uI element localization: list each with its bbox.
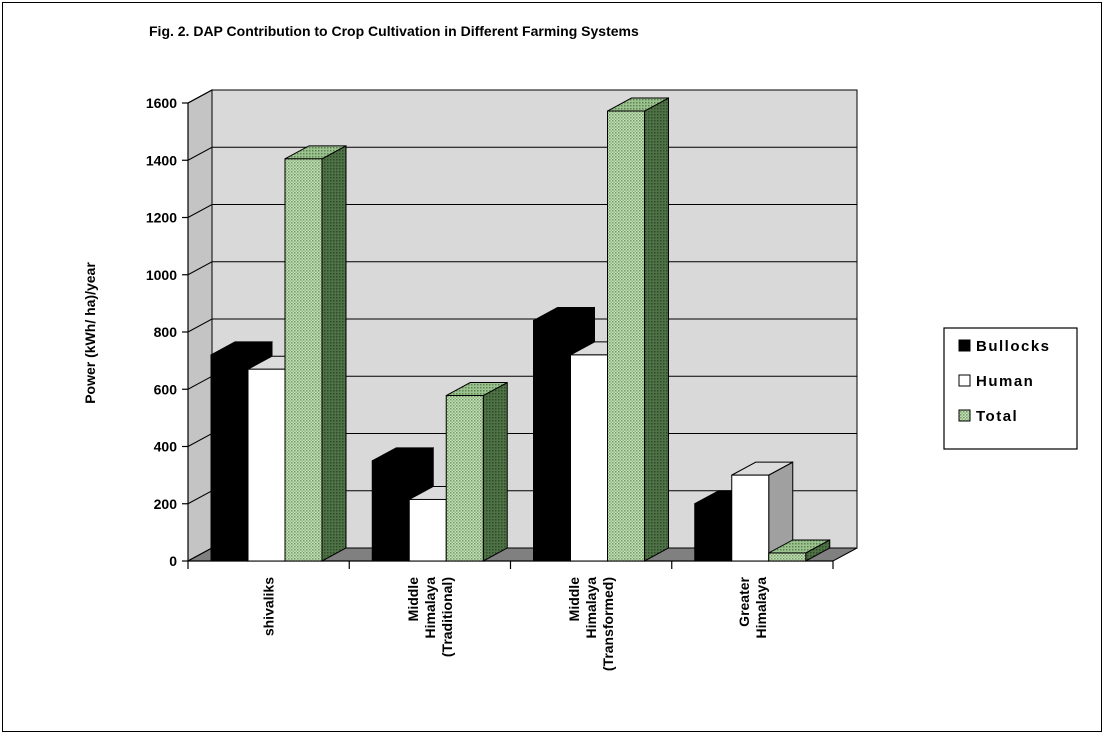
bar-front <box>248 369 285 561</box>
x-tick-label-line: Middle <box>566 577 582 622</box>
bar-front <box>608 111 645 561</box>
bar-front <box>446 396 483 561</box>
y-tick-label: 0 <box>169 553 177 569</box>
bar-front <box>409 499 446 561</box>
y-axis: 0 200 400 600 800 1000 1200 1400 1600 <box>146 95 188 569</box>
y-axis-label: Power (kWh/ ha)/year <box>82 262 98 404</box>
y-tick-label: 800 <box>154 324 178 340</box>
y-tick-label: 1000 <box>146 267 177 283</box>
x-tick-label: shivaliks <box>261 577 277 636</box>
x-axis: shivaliks MiddleHimalaya(Traditional) Midd… <box>188 561 833 671</box>
legend-swatch <box>959 340 970 351</box>
x-tick-label-line: Himalaya <box>583 577 599 639</box>
chart-title: Fig. 2. DAP Contribution to Crop Cultiva… <box>149 23 639 39</box>
bar-total <box>608 98 669 561</box>
bar-front <box>372 461 409 561</box>
bar-front <box>571 355 608 561</box>
x-tick-label-line: (Traditional) <box>439 577 455 657</box>
x-tick-label-line: Himalaya <box>422 577 438 639</box>
bar-total <box>285 146 346 561</box>
bar-front <box>769 553 806 561</box>
bar-side <box>645 98 669 561</box>
legend-label: Human <box>976 373 1034 390</box>
y-tick-label: 1400 <box>146 152 177 168</box>
legend: Bullocks Human Total <box>944 328 1077 449</box>
y-tick-label: 200 <box>154 496 178 512</box>
bar-side <box>322 146 346 561</box>
x-tick-label-line: Middle <box>405 577 421 622</box>
bar-side <box>483 383 507 561</box>
legend-swatch <box>959 375 970 386</box>
x-tick-label: MiddleHimalaya(Transformed) <box>566 577 616 671</box>
bar-front <box>695 504 732 561</box>
legend-label: Total <box>976 408 1018 425</box>
bar-total <box>446 383 507 561</box>
x-tick-label-line: (Transformed) <box>600 577 616 671</box>
chart: Fig. 2. DAP Contribution to Crop Cultiva… <box>3 3 1103 733</box>
y-tick-label: 1600 <box>146 95 177 111</box>
x-tick-label-line: Greater <box>736 576 752 626</box>
y-tick-label: 600 <box>154 381 178 397</box>
bar-front <box>211 355 248 561</box>
bar-front <box>534 321 571 561</box>
y-tick-label: 1200 <box>146 210 177 226</box>
x-tick-label-line: shivaliks <box>261 577 277 636</box>
bar-front <box>285 159 322 561</box>
legend-swatch <box>959 410 970 421</box>
x-tick-label-line: Himalaya <box>753 577 769 639</box>
x-tick-label: GreaterHimalaya <box>736 576 769 638</box>
bar-front <box>732 475 769 561</box>
y-tick-label: 400 <box>154 439 178 455</box>
legend-label: Bullocks <box>976 338 1051 355</box>
x-tick-label: MiddleHimalaya(Traditional) <box>405 577 455 657</box>
